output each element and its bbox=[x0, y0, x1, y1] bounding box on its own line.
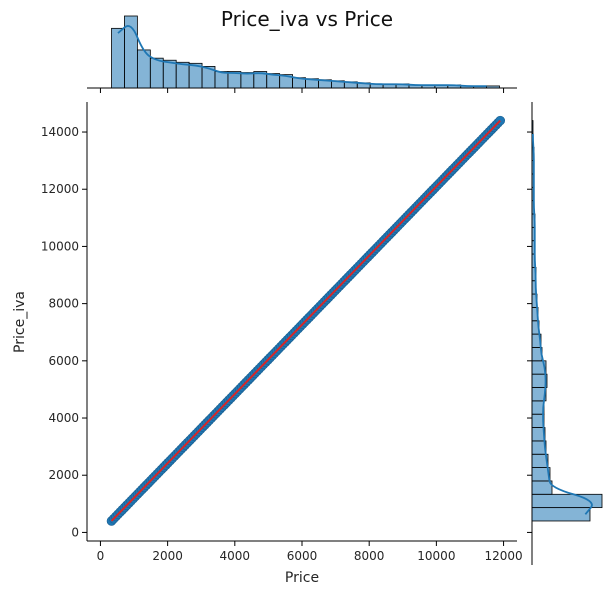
marginal-y-bar bbox=[531, 507, 591, 522]
y-axis-label: Price_iva bbox=[12, 291, 28, 353]
chart-title: Price_iva vs Price bbox=[221, 7, 393, 31]
y-tick-label: 10000 bbox=[41, 239, 79, 253]
marginal-x-bar bbox=[149, 57, 164, 89]
y-tick-label: 0 bbox=[71, 525, 79, 539]
marginal-x-bar bbox=[486, 85, 500, 89]
y-tick-label: 8000 bbox=[48, 297, 79, 311]
marginal-x-histogram bbox=[87, 15, 517, 93]
marginal-x-bar bbox=[111, 27, 125, 89]
marginal-x-bar bbox=[162, 59, 177, 89]
y-tick-label: 2000 bbox=[48, 468, 79, 482]
marginal-x-bar bbox=[175, 61, 190, 89]
y-tick-label: 4000 bbox=[48, 411, 79, 425]
x-tick-label: 10000 bbox=[417, 549, 455, 563]
y-tick-label: 6000 bbox=[48, 354, 79, 368]
x-tick-label: 6000 bbox=[287, 549, 318, 563]
marginal-y-bar bbox=[531, 120, 534, 135]
x-tick-label: 2000 bbox=[152, 549, 183, 563]
marginal-x-bar bbox=[214, 71, 229, 89]
x-tick-label: 8000 bbox=[354, 549, 385, 563]
x-tick-label: 4000 bbox=[220, 549, 251, 563]
main-axes: 0 2000 4000 6000 8000 10000 12000 0 2000 4000 600… bbox=[41, 102, 523, 563]
y-ticks: 0 2000 4000 6000 8000 10000 12000 14000 bbox=[41, 125, 87, 539]
regression-line bbox=[110, 119, 501, 522]
y-tick-label: 12000 bbox=[41, 182, 79, 196]
x-axis-label: Price bbox=[285, 570, 319, 586]
marginal-x-bar bbox=[240, 72, 255, 89]
x-tick-label: 0 bbox=[97, 549, 105, 563]
x-ticks: 0 2000 4000 6000 8000 10000 12000 bbox=[97, 541, 523, 563]
marginal-x-kde-curve bbox=[117, 25, 487, 88]
marginal-y-bar bbox=[531, 480, 553, 495]
marginal-y-kde-curve bbox=[532, 133, 593, 515]
x-tick-label: 12000 bbox=[484, 549, 522, 563]
y-tick-label: 14000 bbox=[41, 125, 79, 139]
marginal-y-histogram bbox=[527, 102, 603, 565]
